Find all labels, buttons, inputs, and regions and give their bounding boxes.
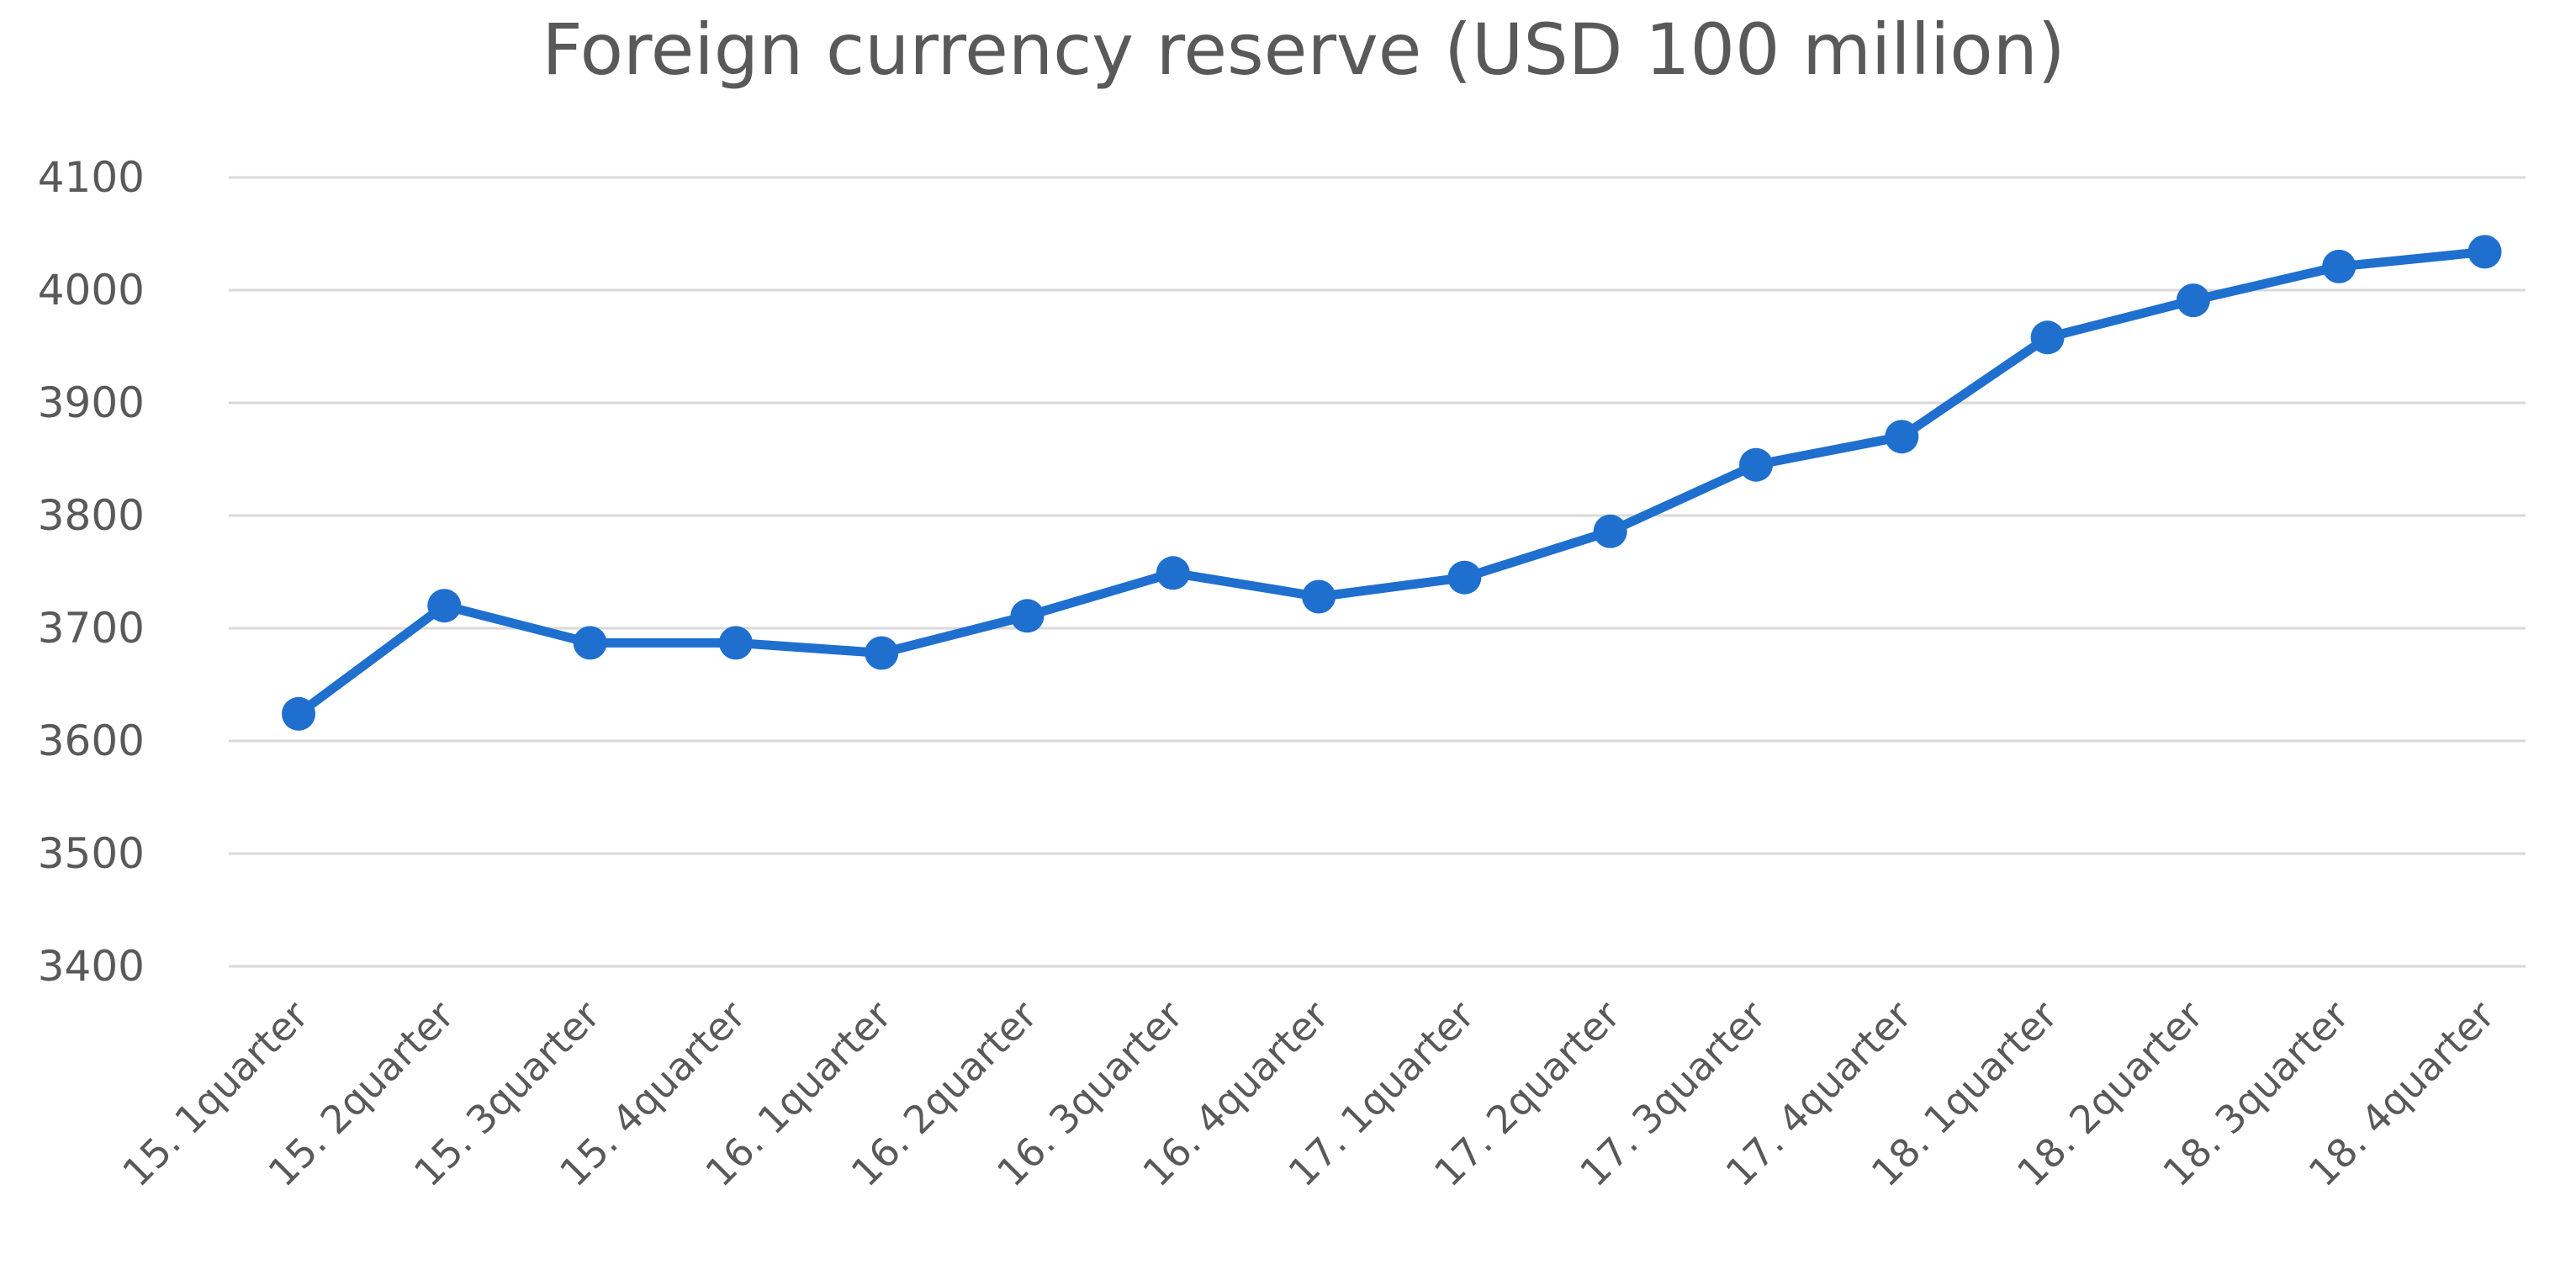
y-tick-label: 3500 [38, 829, 145, 878]
data-point [1593, 514, 1627, 548]
data-point [282, 696, 315, 731]
data-point [1302, 579, 1336, 614]
data-point [1156, 556, 1190, 590]
data-point [1885, 420, 1919, 454]
data-point [427, 589, 462, 623]
chart-title: Foreign currency reserve (USD 100 millio… [542, 8, 2065, 91]
data-point [865, 636, 899, 670]
data-point [718, 626, 753, 660]
gridlines [229, 176, 2526, 968]
data-point [573, 626, 607, 660]
data-point [2030, 320, 2065, 355]
y-tick-label: 3800 [38, 491, 145, 540]
y-tick-label: 4100 [38, 153, 145, 202]
data-point [1010, 599, 1045, 633]
data-point [1447, 560, 1482, 595]
data-point [1739, 447, 1773, 482]
y-tick-label: 3600 [38, 717, 145, 765]
data-point [2322, 249, 2356, 283]
series-line [294, 246, 2489, 719]
y-axis-ticks: 3400 3500 3600 3700 3800 3900 4000 4100 [38, 153, 145, 991]
y-tick-label: 3400 [38, 942, 145, 991]
y-tick-label: 4000 [38, 266, 145, 315]
y-tick-label: 3900 [38, 378, 145, 427]
data-point [2176, 283, 2210, 318]
data-point [2468, 235, 2502, 269]
series-layer [282, 235, 2502, 731]
y-tick-label: 3700 [38, 604, 145, 653]
